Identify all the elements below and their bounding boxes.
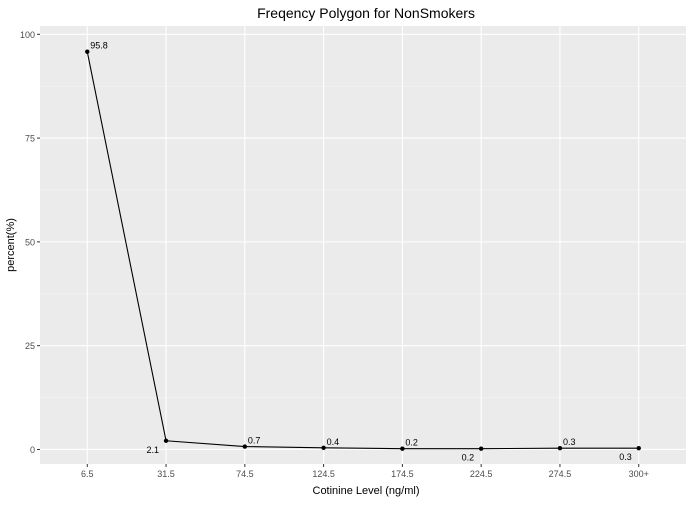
- chart-title: Freqency Polygon for NonSmokers: [257, 5, 475, 21]
- data-label: 0.2: [405, 438, 418, 448]
- data-point: [636, 446, 641, 451]
- x-tick-label: 224.5: [470, 469, 493, 479]
- data-label: 2.1: [147, 445, 160, 455]
- y-axis-label: percent(%): [5, 218, 17, 272]
- data-point: [557, 446, 563, 451]
- data-label: 0.7: [248, 436, 261, 446]
- y-tick-label: 100: [20, 30, 35, 40]
- series-line: [86, 51, 639, 450]
- data-point: [400, 446, 405, 451]
- y-tick-label: 25: [25, 341, 35, 351]
- data-point: [242, 444, 248, 449]
- data-point: [163, 438, 169, 443]
- y-tick-label: 0: [30, 445, 35, 455]
- x-tick-label: 300+: [629, 469, 649, 479]
- plot-area: 0 25 50 75 100 6.5 31.5 74.5 124.5 174.5 224.5 274.…: [20, 26, 686, 479]
- x-axis-label: Cotinine Level (ng/ml): [313, 485, 420, 497]
- x-tick-label: 274.5: [549, 469, 572, 479]
- data-label: 0.2: [462, 453, 475, 463]
- data-point: [321, 445, 326, 451]
- x-tick-label: 74.5: [236, 469, 254, 479]
- y-tick-label: 50: [25, 237, 35, 247]
- plot-panel: [40, 26, 686, 464]
- data-label: 0.3: [619, 452, 632, 462]
- x-tick-label: 174.5: [391, 469, 414, 479]
- data-label: 0.3: [563, 437, 576, 447]
- data-label: 0.4: [327, 437, 340, 447]
- data-point: [478, 446, 484, 451]
- data-point: [85, 49, 90, 54]
- y-tick-label: 75: [25, 134, 35, 144]
- data-label: 95.8: [90, 41, 108, 51]
- x-tick-label: 6.5: [81, 469, 94, 479]
- x-tick-label: 31.5: [157, 469, 175, 479]
- x-tick-label: 124.5: [312, 469, 335, 479]
